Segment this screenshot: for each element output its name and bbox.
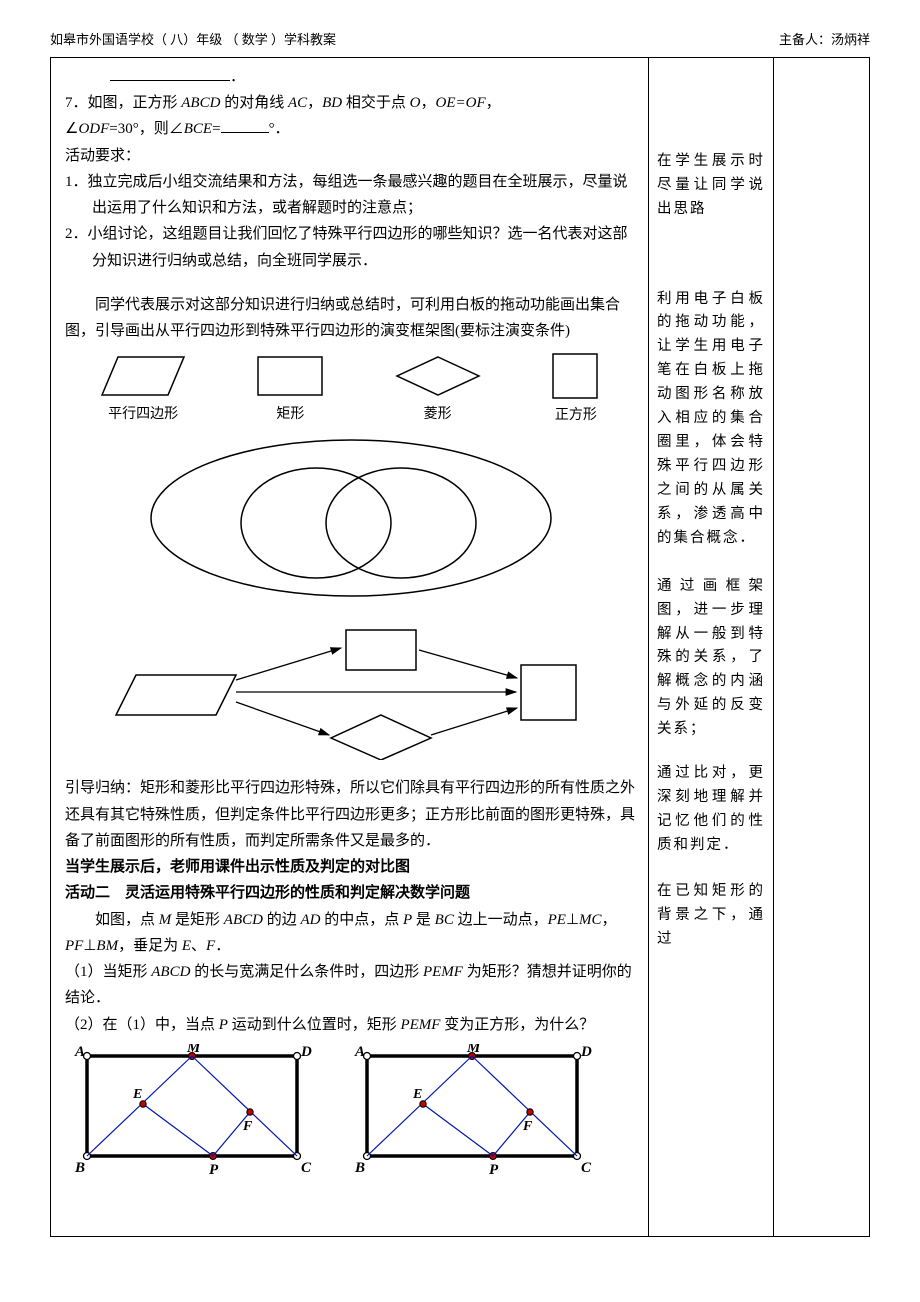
svg-text:B: B — [354, 1160, 365, 1176]
flow-diagram — [65, 620, 636, 769]
para-whiteboard: 同学代表展示对这部分知识进行归纳或总结时，可利用白板的拖动功能画出集合图，引导画… — [65, 292, 636, 345]
svg-text:E: E — [132, 1087, 142, 1102]
svg-text:M: M — [186, 1044, 201, 1056]
svg-text:P: P — [209, 1162, 219, 1178]
question-7: 7．如图，正方形 ABCD 的对角线 AC，BD 相交于点 O，OE=OF， ∠… — [65, 90, 636, 143]
activity2-q1: （1）当矩形 ABCD 的长与宽满足什么条件时，四边形 PEMF 为矩形？猜想并… — [65, 959, 636, 1012]
shape-square: 正方形 — [549, 352, 603, 429]
note-1: 在学生展示时尽量让同学说出思路 — [657, 150, 765, 222]
notes-column: 在学生展示时尽量让同学说出思路 利用电子白板的拖动功能，让学生用电子笔在白板上拖… — [649, 58, 774, 1236]
blank-answer-line: ． — [65, 64, 636, 90]
shape-rhombus: 菱形 — [393, 353, 483, 428]
note-2: 利用电子白板的拖动功能，让学生用电子笔在白板上拖动图形名称放入相应的集合圈里，体… — [657, 288, 765, 551]
bold-line-2: 活动二 灵活运用特殊平行四边形的性质和判定解决数学问题 — [65, 880, 636, 906]
svg-text:M: M — [466, 1044, 481, 1056]
note-3: 通过画框架图，进一步理解从一般到特殊的关系，了解概念的内涵与外延的反变关系； — [657, 575, 765, 742]
note-4: 通过比对，更深刻地理解并记忆他们的性质和判定． — [657, 762, 765, 858]
shape-rectangle: 矩形 — [254, 353, 326, 428]
shapes-row: 平行四边形 矩形 菱形 正方形 — [65, 352, 636, 429]
svg-text:P: P — [489, 1162, 499, 1178]
activity2-q2: （2）在（1）中，当点 P 运动到什么位置时，矩形 PEMF 变为正方形，为什么… — [65, 1012, 636, 1038]
svg-text:F: F — [242, 1119, 253, 1134]
rect-diagram-1: A M D B P C E F — [65, 1044, 315, 1189]
note-5: 在已知矩形的背景之下，通过 — [657, 880, 765, 952]
svg-text:B: B — [74, 1160, 85, 1176]
venn-diagram — [65, 433, 636, 612]
svg-text:C: C — [301, 1160, 312, 1176]
svg-text:F: F — [522, 1119, 533, 1134]
content-column: ． 7．如图，正方形 ABCD 的对角线 AC，BD 相交于点 O，OE=OF，… — [51, 58, 649, 1236]
activity-req-title: 活动要求： — [65, 143, 636, 169]
guide-summary: 引导归纳：矩形和菱形比平行四边形特殊，所以它们除具有平行四边形的所有性质之外还具… — [65, 775, 636, 854]
rect-diagram-2: A M D B P C E F — [345, 1044, 595, 1189]
page-header: 如皋市外国语学校（ 八）年级 （ 数学 ）学科教案 主备人：汤炳祥 — [50, 30, 870, 51]
svg-text:D: D — [300, 1044, 312, 1060]
svg-text:A: A — [354, 1044, 365, 1060]
req-item-2: 2．小组讨论，这组题目让我们回忆了特殊平行四边形的哪些知识？选一名代表对这部分知… — [65, 221, 636, 274]
empty-column — [774, 58, 869, 1236]
svg-text:C: C — [581, 1160, 592, 1176]
svg-text:E: E — [412, 1087, 422, 1102]
lesson-table: ． 7．如图，正方形 ABCD 的对角线 AC，BD 相交于点 O，OE=OF，… — [50, 57, 870, 1237]
shape-parallelogram: 平行四边形 — [98, 353, 188, 428]
activity2-intro: 如图，点 M 是矩形 ABCD 的边 AD 的中点，点 P 是 BC 边上一动点… — [65, 907, 636, 960]
rectangle-diagrams: A M D B P C E F — [65, 1044, 636, 1189]
bold-line-1: 当学生展示后，老师用课件出示性质及判定的对比图 — [65, 854, 636, 880]
header-right: 主备人：汤炳祥 — [779, 30, 870, 51]
svg-text:D: D — [580, 1044, 592, 1060]
req-item-1: 1．独立完成后小组交流结果和方法，每组选一条最感兴趣的题目在全班展示，尽量说出运… — [65, 169, 636, 222]
header-left: 如皋市外国语学校（ 八）年级 （ 数学 ）学科教案 — [50, 30, 336, 51]
svg-text:A: A — [74, 1044, 85, 1060]
